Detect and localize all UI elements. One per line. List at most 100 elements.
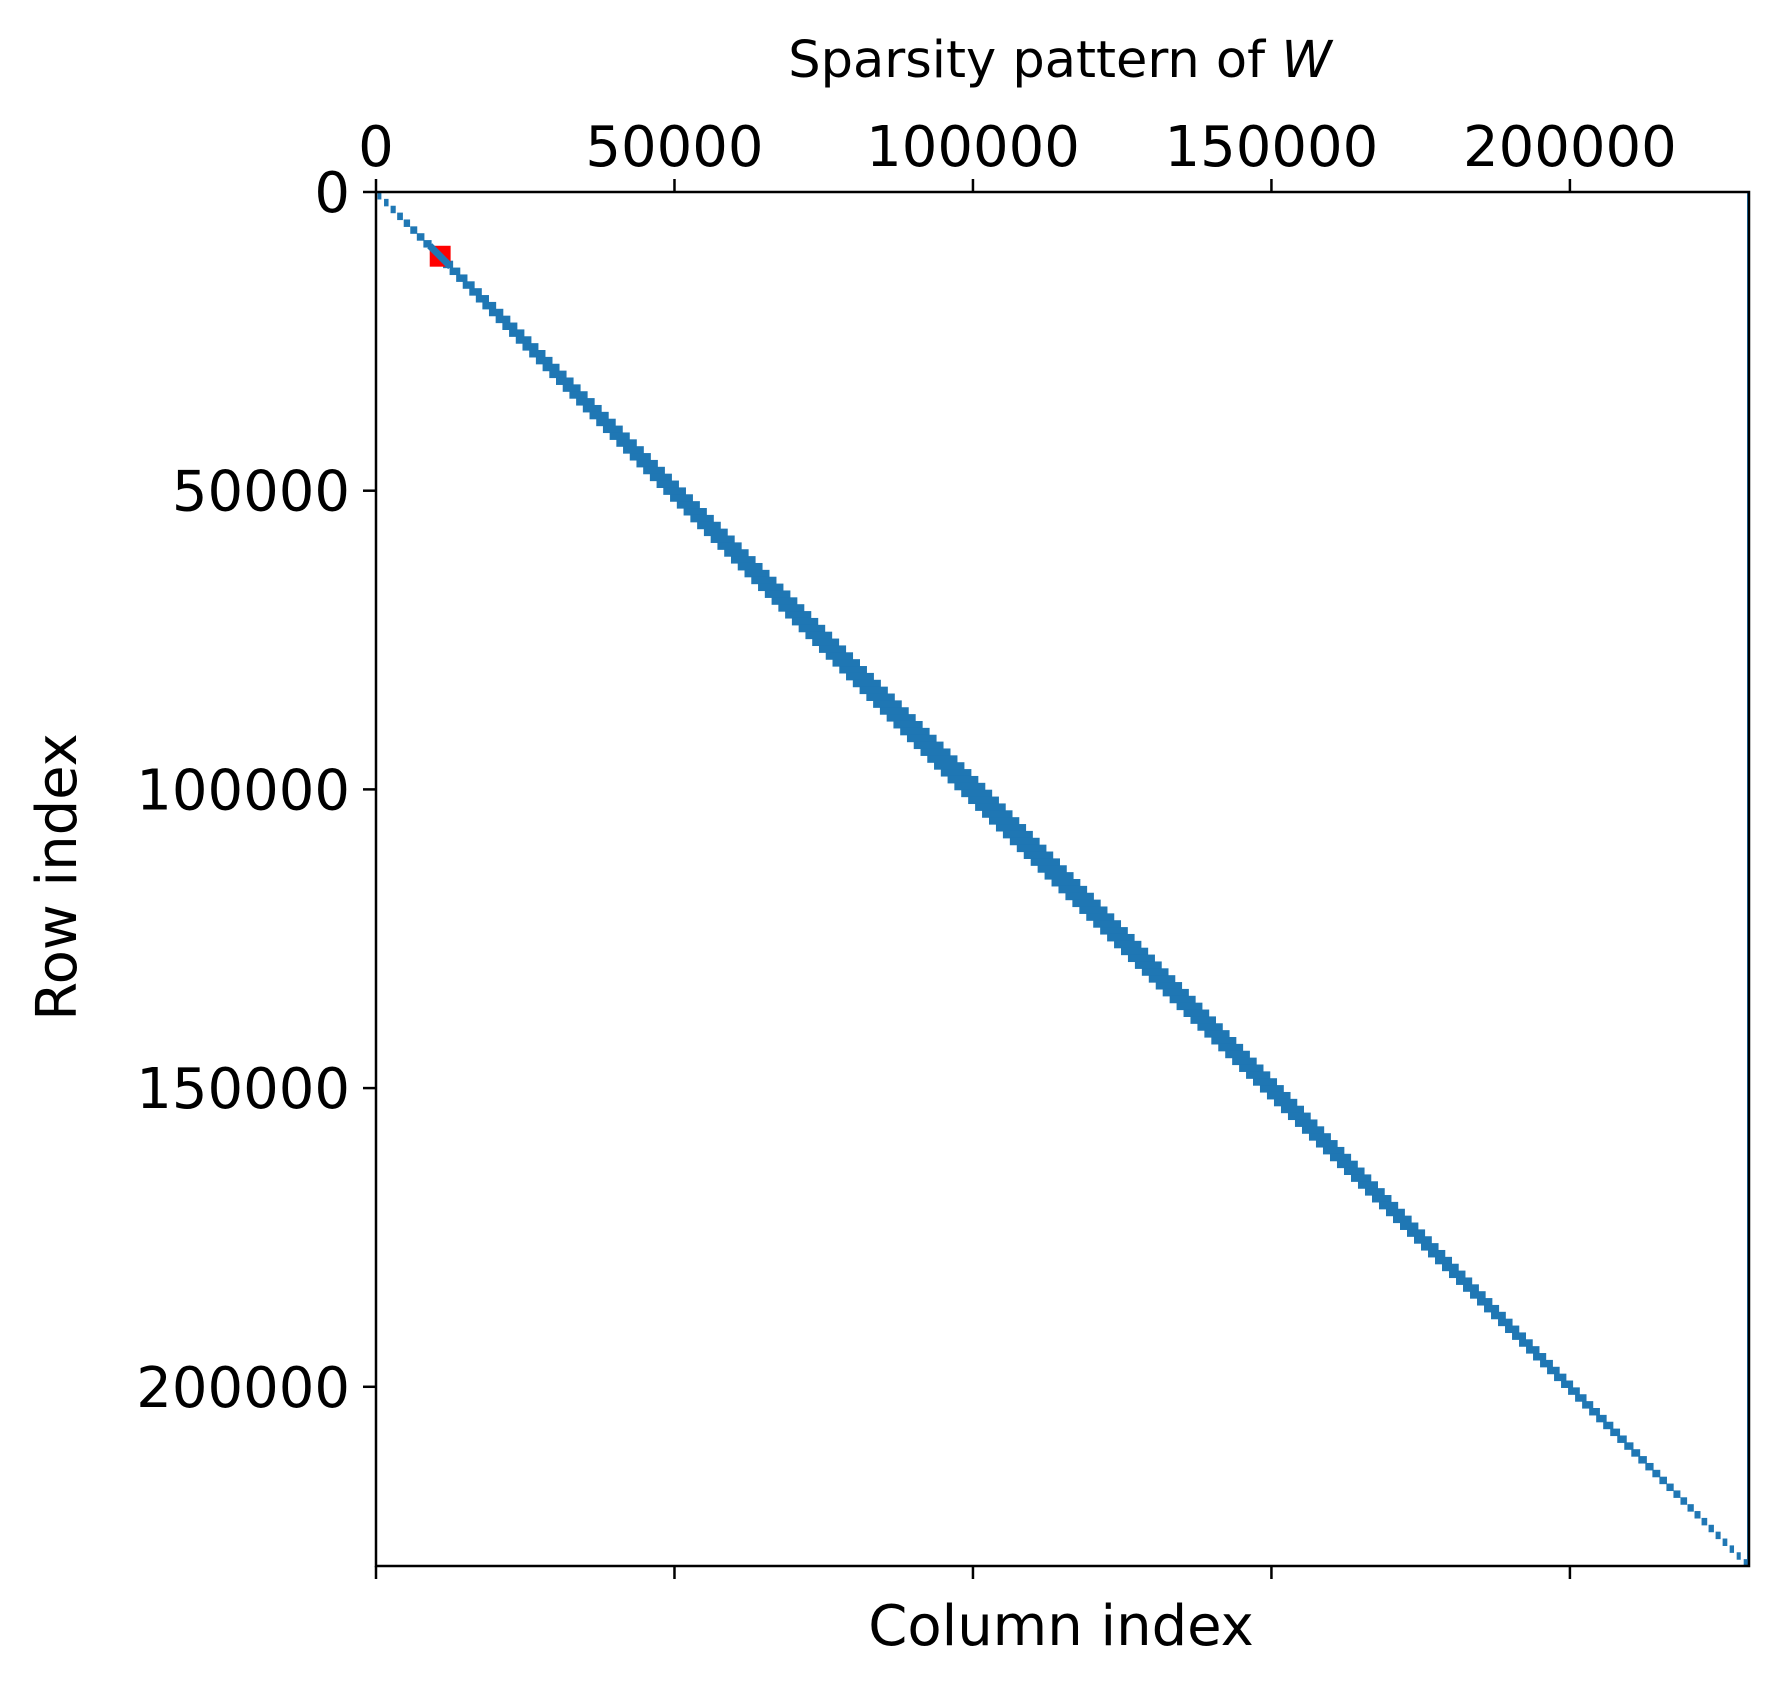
band-block-127 bbox=[1239, 1064, 1264, 1072]
band-block-98 bbox=[1037, 865, 1067, 873]
band-block-3 bbox=[397, 212, 403, 221]
band-block-172 bbox=[1554, 1373, 1567, 1382]
band-block-110 bbox=[1121, 947, 1149, 956]
band-block-79 bbox=[906, 734, 937, 743]
band-block-104 bbox=[1079, 906, 1108, 914]
band-block-40 bbox=[643, 466, 665, 475]
band-block-191 bbox=[1687, 1504, 1694, 1512]
band-block-132 bbox=[1273, 1098, 1298, 1107]
band-block-83 bbox=[934, 762, 965, 770]
band-block-69 bbox=[839, 666, 867, 674]
band-block-197 bbox=[1729, 1545, 1735, 1553]
band-block-95 bbox=[1016, 844, 1047, 853]
band-block-160 bbox=[1470, 1291, 1486, 1299]
band-block-157 bbox=[1449, 1270, 1466, 1279]
band-block-77 bbox=[893, 720, 923, 729]
band-block-112 bbox=[1134, 961, 1162, 969]
band-block-151 bbox=[1407, 1229, 1426, 1237]
band-block-6 bbox=[416, 233, 425, 241]
band-block-2 bbox=[390, 205, 396, 214]
band-block-181 bbox=[1617, 1435, 1627, 1443]
band-block-163 bbox=[1491, 1311, 1506, 1320]
band-block-87 bbox=[961, 789, 993, 798]
x-tick-label-0: 0 bbox=[358, 115, 394, 180]
band-block-27 bbox=[556, 377, 574, 385]
x-axis-title: Column index bbox=[868, 1594, 1253, 1659]
band-block-174 bbox=[1568, 1387, 1580, 1395]
y-tick-label-2: 100000 bbox=[136, 758, 350, 823]
band-block-195 bbox=[1715, 1531, 1721, 1540]
band-block-25 bbox=[542, 363, 560, 372]
band-block-20 bbox=[509, 329, 525, 337]
band-block-152 bbox=[1414, 1236, 1432, 1244]
band-block-54 bbox=[737, 562, 763, 571]
band-block-68 bbox=[832, 659, 860, 667]
band-block-173 bbox=[1561, 1380, 1574, 1388]
band-block-50 bbox=[710, 535, 735, 543]
band-block-133 bbox=[1280, 1105, 1304, 1114]
band-block-46 bbox=[683, 508, 707, 516]
band-block-66 bbox=[818, 645, 847, 653]
band-block-47 bbox=[690, 514, 714, 523]
band-block-88 bbox=[968, 796, 999, 805]
band-block-89 bbox=[975, 803, 1006, 811]
band-block-102 bbox=[1065, 892, 1094, 901]
band-block-22 bbox=[522, 343, 539, 351]
band-block-67 bbox=[825, 652, 854, 660]
band-block-117 bbox=[1169, 995, 1196, 1004]
band-block-23 bbox=[529, 350, 546, 358]
band-block-76 bbox=[886, 714, 916, 722]
band-block-36 bbox=[616, 439, 637, 447]
band-block-101 bbox=[1058, 885, 1088, 894]
band-block-162 bbox=[1484, 1304, 1500, 1313]
band-block-135 bbox=[1294, 1119, 1318, 1127]
band-block-149 bbox=[1393, 1215, 1412, 1224]
band-block-124 bbox=[1218, 1043, 1244, 1052]
band-block-33 bbox=[596, 418, 616, 427]
band-block-138 bbox=[1315, 1140, 1338, 1148]
band-block-169 bbox=[1533, 1353, 1547, 1361]
y-tick-label-1: 50000 bbox=[172, 460, 350, 525]
band-block-70 bbox=[846, 672, 874, 681]
band-block-97 bbox=[1030, 858, 1060, 866]
band-block-111 bbox=[1127, 954, 1155, 963]
band-block-126 bbox=[1232, 1057, 1257, 1066]
band-block-86 bbox=[954, 782, 986, 791]
band-block-61 bbox=[785, 611, 812, 619]
band-block-85 bbox=[947, 775, 979, 784]
band-block-187 bbox=[1659, 1476, 1667, 1485]
band-block-30 bbox=[576, 398, 595, 406]
band-block-147 bbox=[1378, 1201, 1399, 1210]
band-block-198 bbox=[1736, 1552, 1741, 1560]
band-block-74 bbox=[873, 700, 902, 708]
band-block-7 bbox=[423, 240, 432, 248]
band-block-31 bbox=[582, 404, 602, 413]
band-block-156 bbox=[1442, 1263, 1459, 1272]
band-block-144 bbox=[1357, 1181, 1378, 1189]
band-block-108 bbox=[1107, 933, 1135, 942]
band-block-194 bbox=[1708, 1524, 1714, 1533]
band-block-65 bbox=[812, 638, 840, 647]
band-block-131 bbox=[1266, 1091, 1291, 1100]
band-block-4 bbox=[403, 219, 411, 227]
band-block-113 bbox=[1141, 968, 1169, 976]
band-block-38 bbox=[629, 453, 651, 461]
band-block-29 bbox=[569, 391, 588, 399]
band-block-143 bbox=[1350, 1174, 1372, 1182]
band-block-148 bbox=[1385, 1208, 1405, 1217]
y-axis: 0 50000 100000 150000 200000 bbox=[136, 161, 376, 1421]
chart-title-variable: W bbox=[1281, 31, 1334, 90]
band-block-63 bbox=[798, 624, 826, 633]
band-block-48 bbox=[697, 521, 721, 530]
band-block-189 bbox=[1673, 1490, 1681, 1498]
band-block-91 bbox=[989, 817, 1020, 825]
band-block-62 bbox=[791, 617, 819, 626]
x-axis-top: 0 50000 100000 150000 200000 bbox=[358, 115, 1677, 192]
nonzero-band-layer bbox=[377, 192, 1749, 1567]
band-block-136 bbox=[1301, 1126, 1325, 1134]
chart-title: Sparsity pattern of W bbox=[788, 31, 1334, 90]
band-block-196 bbox=[1722, 1538, 1728, 1546]
band-block-39 bbox=[636, 459, 658, 468]
band-block-179 bbox=[1603, 1421, 1614, 1430]
band-block-121 bbox=[1197, 1023, 1223, 1031]
